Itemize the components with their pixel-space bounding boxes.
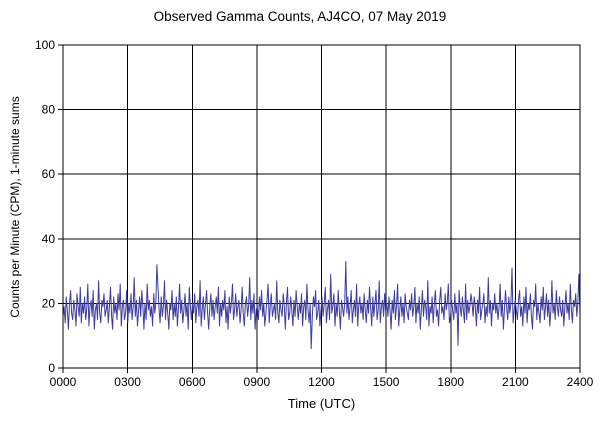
chart-title: Observed Gamma Counts, AJ4CO, 07 May 201…	[153, 9, 447, 24]
data-line	[62, 260, 581, 350]
x-tick-label: 0600	[179, 375, 206, 389]
y-tick-label: 80	[42, 103, 56, 117]
y-tick-label: 100	[35, 38, 55, 52]
y-tick-label: 60	[42, 167, 56, 181]
x-tick-label: 2400	[567, 375, 594, 389]
y-tick-label: 20	[42, 296, 56, 310]
x-tick-label: 1800	[437, 375, 464, 389]
x-tick-label: 0300	[114, 375, 141, 389]
x-tick-label: 1500	[373, 375, 400, 389]
x-tick-label: 0900	[244, 375, 271, 389]
y-tick-label: 0	[48, 361, 55, 375]
x-tick-label: 2100	[502, 375, 529, 389]
x-axis-label: Time (UTC)	[287, 396, 356, 411]
x-tick-label: 1200	[308, 375, 335, 389]
plot-border	[62, 44, 581, 369]
x-tick-label: 0000	[50, 375, 77, 389]
y-tick-label: 40	[42, 232, 56, 246]
y-axis-label: Counts per Minute (CPM), 1-minute sums	[8, 96, 22, 318]
